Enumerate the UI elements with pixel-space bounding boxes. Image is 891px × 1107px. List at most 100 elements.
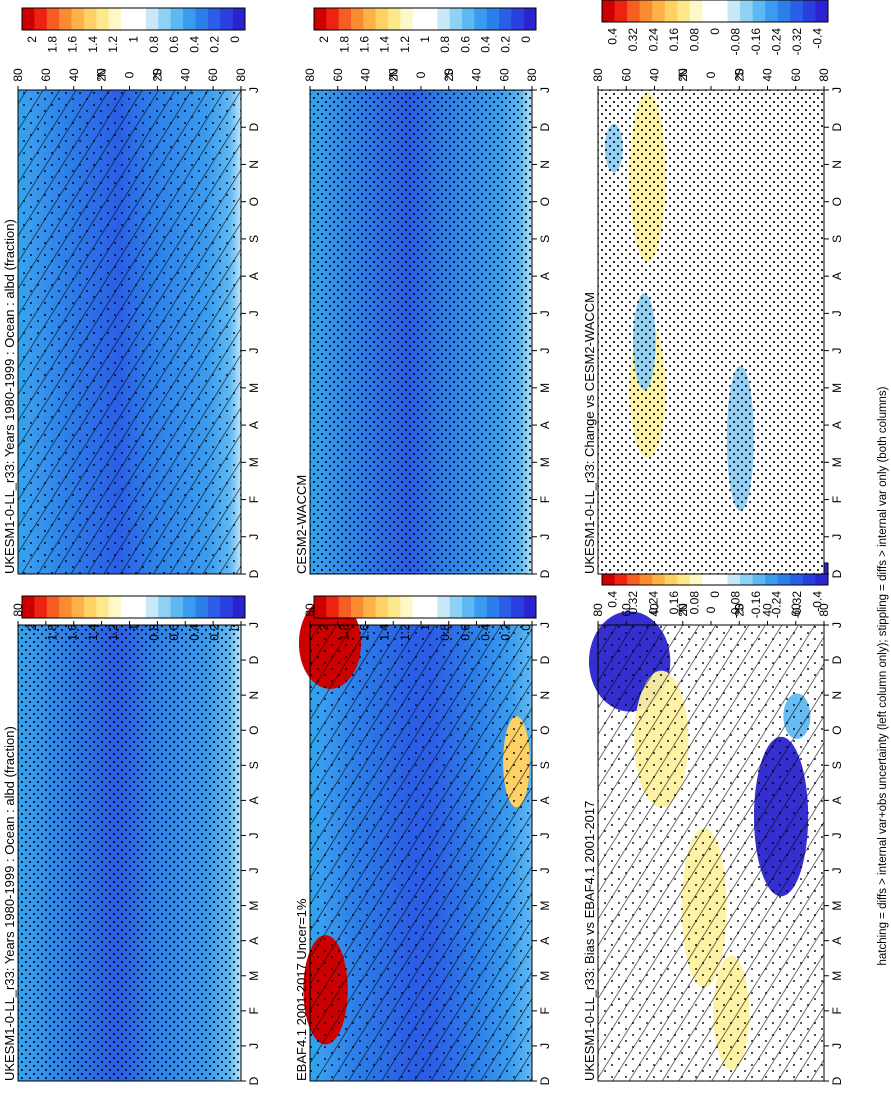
colorbar-swatch — [425, 596, 438, 618]
colorbar-label: 0.8 — [438, 624, 452, 641]
hemisphere-label: °S — [732, 69, 746, 82]
colorbar-label: 1.2 — [106, 624, 120, 641]
colorbar-swatch — [412, 8, 426, 30]
colorbar-swatch — [400, 8, 413, 30]
colorbar-label: 1 — [127, 624, 141, 631]
x-tick-label: D — [538, 655, 552, 664]
colorbar-swatch — [677, 0, 691, 22]
x-tick-label: A — [830, 272, 844, 280]
colorbar-swatch — [207, 596, 221, 618]
colorbar-label: 1 — [418, 624, 432, 631]
colorbar-swatch — [523, 8, 537, 30]
colorbar-swatch — [627, 0, 640, 22]
colorbar-swatch — [351, 596, 364, 618]
x-tick-label: J — [830, 534, 844, 540]
colorbar-swatch — [59, 596, 72, 618]
y-tick-label: 60 — [789, 68, 803, 82]
colorbar-swatch — [815, 0, 829, 22]
x-tick-label: J — [247, 348, 261, 354]
y-tick-label: 60 — [206, 68, 220, 82]
y-tick-label: 20 — [732, 68, 746, 82]
colorbar-label: 0.16 — [667, 28, 681, 52]
colorbar-swatch — [121, 596, 134, 618]
colorbar-label: 0.08 — [687, 591, 701, 615]
colorbar-swatch — [727, 0, 741, 22]
colorbar-swatch — [462, 596, 475, 618]
colorbar-swatch — [474, 596, 487, 618]
colorbar-label: 0.4 — [479, 624, 493, 641]
colorbar-swatch — [338, 596, 352, 618]
x-tick-label: J — [247, 832, 261, 838]
colorbar-label: 1.6 — [357, 624, 371, 641]
colorbar-swatch — [207, 8, 221, 30]
y-tick-label: 60 — [789, 603, 803, 617]
colorbar-label: 1.6 — [66, 624, 80, 641]
colorbar-swatch — [664, 0, 678, 22]
colorbar-swatch — [752, 0, 766, 22]
stippling-overlay — [18, 625, 241, 1081]
colorbar-label: 1.4 — [86, 624, 100, 641]
colorbar-label: 0.32 — [626, 28, 640, 52]
colorbar-label: 1.4 — [378, 624, 392, 641]
colorbar-swatch — [639, 0, 653, 22]
colorbar-label: 2 — [317, 36, 331, 43]
colorbar-swatch — [108, 8, 122, 30]
panel-title: EBAF4.1 2001-2017 Uncer=1% — [294, 898, 309, 1081]
colorbar-swatch — [602, 0, 615, 22]
y-tick-label: 80 — [11, 68, 25, 82]
colorbar-swatch — [790, 0, 804, 22]
colorbar-label: 1.8 — [337, 624, 351, 641]
x-tick-label: A — [830, 937, 844, 945]
x-tick-label: O — [247, 197, 261, 206]
panel-title: UKESM1-0-LL_r33: Years 1980-1999 : Ocean… — [2, 726, 17, 1081]
colorbar-swatch — [326, 596, 339, 618]
y-tick-label: 40 — [67, 68, 81, 82]
colorbar-label: 2 — [25, 36, 39, 43]
y-tick-label: 40 — [178, 68, 192, 82]
chart-panel: UKESM1-0-LL_r33: Years 1980-1999 : Ocean… — [2, 7, 261, 578]
colorbar-label: 1.6 — [66, 36, 80, 53]
colorbar-swatch — [486, 596, 500, 618]
x-tick-label: J — [247, 534, 261, 540]
colorbar-swatch — [34, 8, 48, 30]
colorbar-swatch — [765, 0, 779, 22]
colorbar-label: 1.8 — [45, 36, 59, 53]
colorbar-swatch — [170, 596, 184, 618]
colorbar-swatch — [170, 8, 184, 30]
colorbar-swatch — [614, 0, 628, 22]
colorbar-label: 0.6 — [167, 624, 181, 641]
colorbar-label: 1.8 — [337, 36, 351, 53]
x-tick-label: M — [247, 971, 261, 981]
colorbar-swatch — [363, 596, 376, 618]
y-tick-label: 0 — [704, 606, 718, 613]
colorbar-label: 0 — [708, 591, 722, 598]
y-tick-label: 80 — [525, 68, 539, 82]
x-tick-label: D — [247, 569, 261, 578]
colorbar-label: -0.24 — [770, 591, 784, 619]
x-tick-label: A — [538, 421, 552, 429]
x-tick-label: J — [830, 1043, 844, 1049]
colorbar-label: -0.24 — [770, 28, 784, 56]
x-tick-label: J — [247, 1043, 261, 1049]
colorbar-label: 0.24 — [646, 28, 660, 52]
colorbar-swatch — [740, 0, 753, 22]
y-tick-label: 20 — [150, 68, 164, 82]
colorbar-label: -0.32 — [790, 591, 804, 619]
colorbar-label: 0.2 — [208, 36, 222, 53]
colorbar-swatch — [108, 596, 122, 618]
hemisphere-label: °N — [676, 68, 690, 81]
y-tick-label: 20 — [676, 603, 690, 617]
x-tick-label: D — [538, 1076, 552, 1085]
x-tick-label: J — [830, 622, 844, 628]
x-tick-label: A — [247, 421, 261, 429]
x-tick-label: J — [830, 832, 844, 838]
y-tick-label: 40 — [761, 603, 775, 617]
colorbar-swatch — [499, 596, 512, 618]
colorbar-swatch — [486, 8, 500, 30]
colorbar-label: -0.08 — [729, 28, 743, 56]
x-tick-label: J — [247, 310, 261, 316]
colorbar-swatch — [338, 8, 352, 30]
x-tick-label: F — [538, 1007, 552, 1014]
x-tick-label: A — [538, 272, 552, 280]
